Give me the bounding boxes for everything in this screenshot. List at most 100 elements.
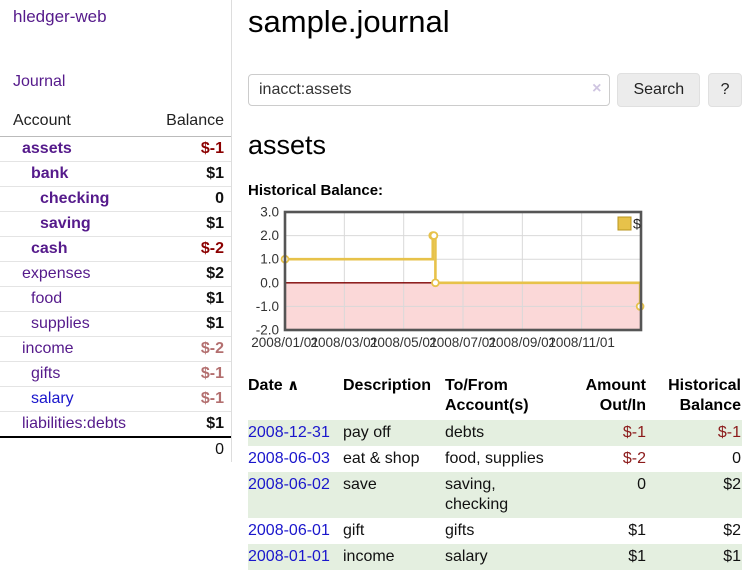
account-row: checking 0 [0, 186, 231, 211]
x-axis-tick-label: 2008/03/01 [311, 335, 379, 349]
amount-cell: $-2 [622, 450, 646, 467]
date-cell: 2008-06-02 [248, 472, 343, 518]
account-link[interactable]: assets [22, 140, 72, 157]
historical-balance-chart: 3.0 2.0 1.0 0.0 -1.0 -2.0 2008/01/01 2008/03/01… [248, 205, 742, 354]
accounts-cell: saving, checking [445, 476, 509, 513]
balance-cell: $-1 [717, 424, 741, 441]
date-link[interactable]: 2008-12-31 [248, 424, 330, 441]
x-axis-tick-label: 2008/09/01 [489, 335, 557, 349]
main-content: sample.journal × Search ? assets Histori… [248, 0, 742, 570]
account-balance: $-1 [200, 365, 224, 382]
search-input[interactable] [248, 74, 611, 106]
amount-cell: $1 [628, 522, 646, 539]
date-link[interactable]: 2008-06-02 [248, 476, 330, 493]
search-button[interactable]: Search [617, 73, 701, 107]
clear-search-icon[interactable]: × [592, 80, 602, 97]
account-row: liabilities:debts $1 [0, 411, 231, 436]
y-axis-tick-label: 3.0 [260, 205, 279, 220]
date-cell: 2008-12-31 [248, 420, 343, 446]
data-point-marker [429, 231, 439, 240]
account-row: bank $1 [0, 161, 231, 186]
accounts-cell: debts [445, 424, 485, 441]
account-row: cash $-2 [0, 236, 231, 261]
account-link[interactable]: salary [31, 390, 74, 407]
legend-swatch [617, 216, 632, 231]
accounts-table: Account Balance assets $-1 bank $1 checking 0… [0, 110, 231, 462]
y-axis-tick-label: 0.0 [260, 275, 279, 290]
date-link[interactable]: 2008-06-01 [248, 522, 330, 539]
account-link[interactable]: income [22, 340, 74, 357]
balance-cell: $1 [723, 548, 741, 565]
account-balance: 0 [215, 190, 224, 207]
account-balance: $-2 [200, 240, 224, 257]
account-link[interactable]: gifts [31, 365, 61, 382]
account-row: gifts $-1 [0, 361, 231, 386]
x-axis-tick-label: 2008/05/01 [370, 335, 438, 349]
x-axis-tick-label: 2008/07/01 [429, 335, 497, 349]
register-row: 2008-01-01 income salary $1 $1 [248, 544, 742, 570]
accounts-cell: salary [445, 548, 488, 565]
account-row: supplies $1 [0, 311, 231, 336]
account-balance: $1 [206, 415, 224, 432]
register-row: 2008-12-31 pay off debts $-1 $-1 [248, 420, 742, 446]
balance-cell: $2 [723, 476, 741, 493]
register-row: 2008-06-03 eat & shop food, supplies $-2 0 [248, 446, 742, 472]
account-link[interactable]: food [31, 290, 63, 307]
description-cell: eat & shop [343, 450, 420, 467]
account-balance: $-2 [200, 340, 224, 357]
chart-canvas: 3.0 2.0 1.0 0.0 -1.0 -2.02008/01/012008/03/01… [251, 205, 645, 350]
account-row: salary $-1 [0, 386, 231, 411]
chart-title: Historical Balance: [248, 182, 384, 199]
sidebar-item-journal[interactable]: Journal [13, 73, 66, 90]
app-title-link[interactable]: hledger-web [13, 7, 107, 26]
account-balance: $1 [206, 165, 224, 182]
account-link[interactable]: liabilities:debts [22, 415, 127, 432]
account-link[interactable]: cash [31, 240, 68, 257]
date-link[interactable]: 2008-06-03 [248, 450, 330, 467]
accounts-total-value: 0 [215, 441, 224, 458]
account-row: food $1 [0, 286, 231, 311]
account-balance: $-1 [200, 140, 224, 157]
plot-border [283, 210, 643, 332]
date-link[interactable]: 2008-01-01 [248, 548, 330, 565]
description-cell: pay off [343, 424, 391, 441]
data-point-marker [431, 278, 440, 288]
account-balance: $-1 [200, 390, 224, 407]
account-row: income $-2 [0, 336, 231, 361]
help-button[interactable]: ? [708, 73, 742, 107]
account-row: saving $1 [0, 211, 231, 236]
x-axis-tick-label: 2008/11/01 [548, 335, 615, 349]
amount-cell: $-1 [622, 424, 646, 441]
account-balance: $1 [206, 315, 224, 332]
accounts-cell: food, supplies [445, 450, 544, 467]
balance-column-header: Balance [166, 112, 224, 129]
description-cell: gift [343, 522, 365, 539]
y-axis-tick-label: -2.0 [256, 323, 279, 338]
y-axis-tick-label: -1.0 [256, 299, 279, 314]
accounts-cell: gifts [445, 522, 475, 539]
account-balance: $2 [206, 265, 224, 282]
account-balance: $1 [206, 215, 224, 232]
account-link[interactable]: checking [40, 190, 110, 207]
description-cell: save [343, 476, 377, 493]
date-column-header[interactable]: Date ∧ [248, 377, 300, 394]
account-link[interactable]: supplies [31, 315, 90, 332]
date-cell: 2008-06-01 [248, 518, 343, 544]
y-axis-tick-label: 2.0 [260, 228, 279, 243]
sidebar: hledger-web Journal Account Balance asse… [0, 0, 232, 462]
search-bar: × Search ? [248, 73, 742, 107]
register-table-header-row: Date ∧ Description To/From Account(s) Am… [248, 374, 742, 420]
balance-column-header: Historical Balance [668, 377, 741, 414]
accounts-table-header: Account Balance [0, 110, 231, 137]
date-cell: 2008-06-03 [248, 446, 343, 472]
account-heading: assets [248, 130, 327, 160]
date-cell: 2008-01-01 [248, 544, 343, 570]
register-row: 2008-06-01 gift gifts $1 $2 [248, 518, 742, 544]
account-link[interactable]: saving [40, 215, 91, 232]
accounts-column-header: To/From Account(s) [445, 377, 529, 414]
account-link[interactable]: bank [31, 165, 69, 182]
account-link[interactable]: expenses [22, 265, 91, 282]
accounts-total-row: 0 [0, 436, 231, 462]
description-cell: income [343, 548, 395, 565]
balance-cell: 0 [732, 450, 741, 467]
